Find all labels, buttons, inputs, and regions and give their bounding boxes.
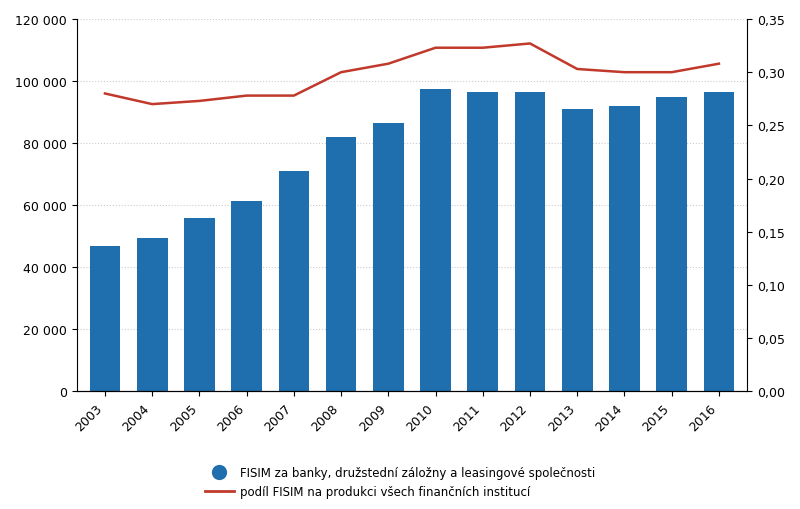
podíl FISIM na produkci všech finančních institucí <box>147 102 157 108</box>
Bar <box>137 238 167 391</box>
Bar <box>656 97 687 391</box>
podíl FISIM na produkci všech finančních institucí <box>478 46 487 52</box>
podíl FISIM na produkci všech finančních institucí <box>620 70 630 76</box>
Bar <box>278 172 310 391</box>
podíl FISIM na produkci všech finančních institucí <box>714 62 724 68</box>
Bar <box>703 93 734 391</box>
podíl FISIM na produkci všech finančních institucí <box>430 46 440 52</box>
podíl FISIM na produkci všech finančních institucí <box>526 41 535 47</box>
podíl FISIM na produkci všech finančních institucí <box>573 67 582 73</box>
podíl FISIM na produkci všech finančních institucí <box>667 70 677 76</box>
podíl FISIM na produkci všech finančních institucí <box>194 99 204 105</box>
Bar <box>562 110 593 391</box>
Bar <box>90 246 120 391</box>
podíl FISIM na produkci všech finančních institucí <box>383 62 393 68</box>
podíl FISIM na produkci všech finančních institucí <box>242 93 251 99</box>
podíl FISIM na produkci všech finančních institucí <box>336 70 346 76</box>
Legend: FISIM za banky, družstední záložny a leasingové společnosti, podíl FISIM na prod: FISIM za banky, družstední záložny a lea… <box>200 462 600 503</box>
Bar <box>373 124 404 391</box>
Bar <box>231 201 262 391</box>
podíl FISIM na produkci všech finančních institucí <box>289 93 298 99</box>
Bar <box>326 137 357 391</box>
Bar <box>184 218 214 391</box>
Bar <box>514 93 546 391</box>
Bar <box>467 93 498 391</box>
Bar <box>420 90 451 391</box>
podíl FISIM na produkci všech finančních institucí <box>100 91 110 97</box>
Bar <box>609 107 640 391</box>
Line: podíl FISIM na produkci všech finančních institucí: podíl FISIM na produkci všech finančních… <box>105 44 719 105</box>
